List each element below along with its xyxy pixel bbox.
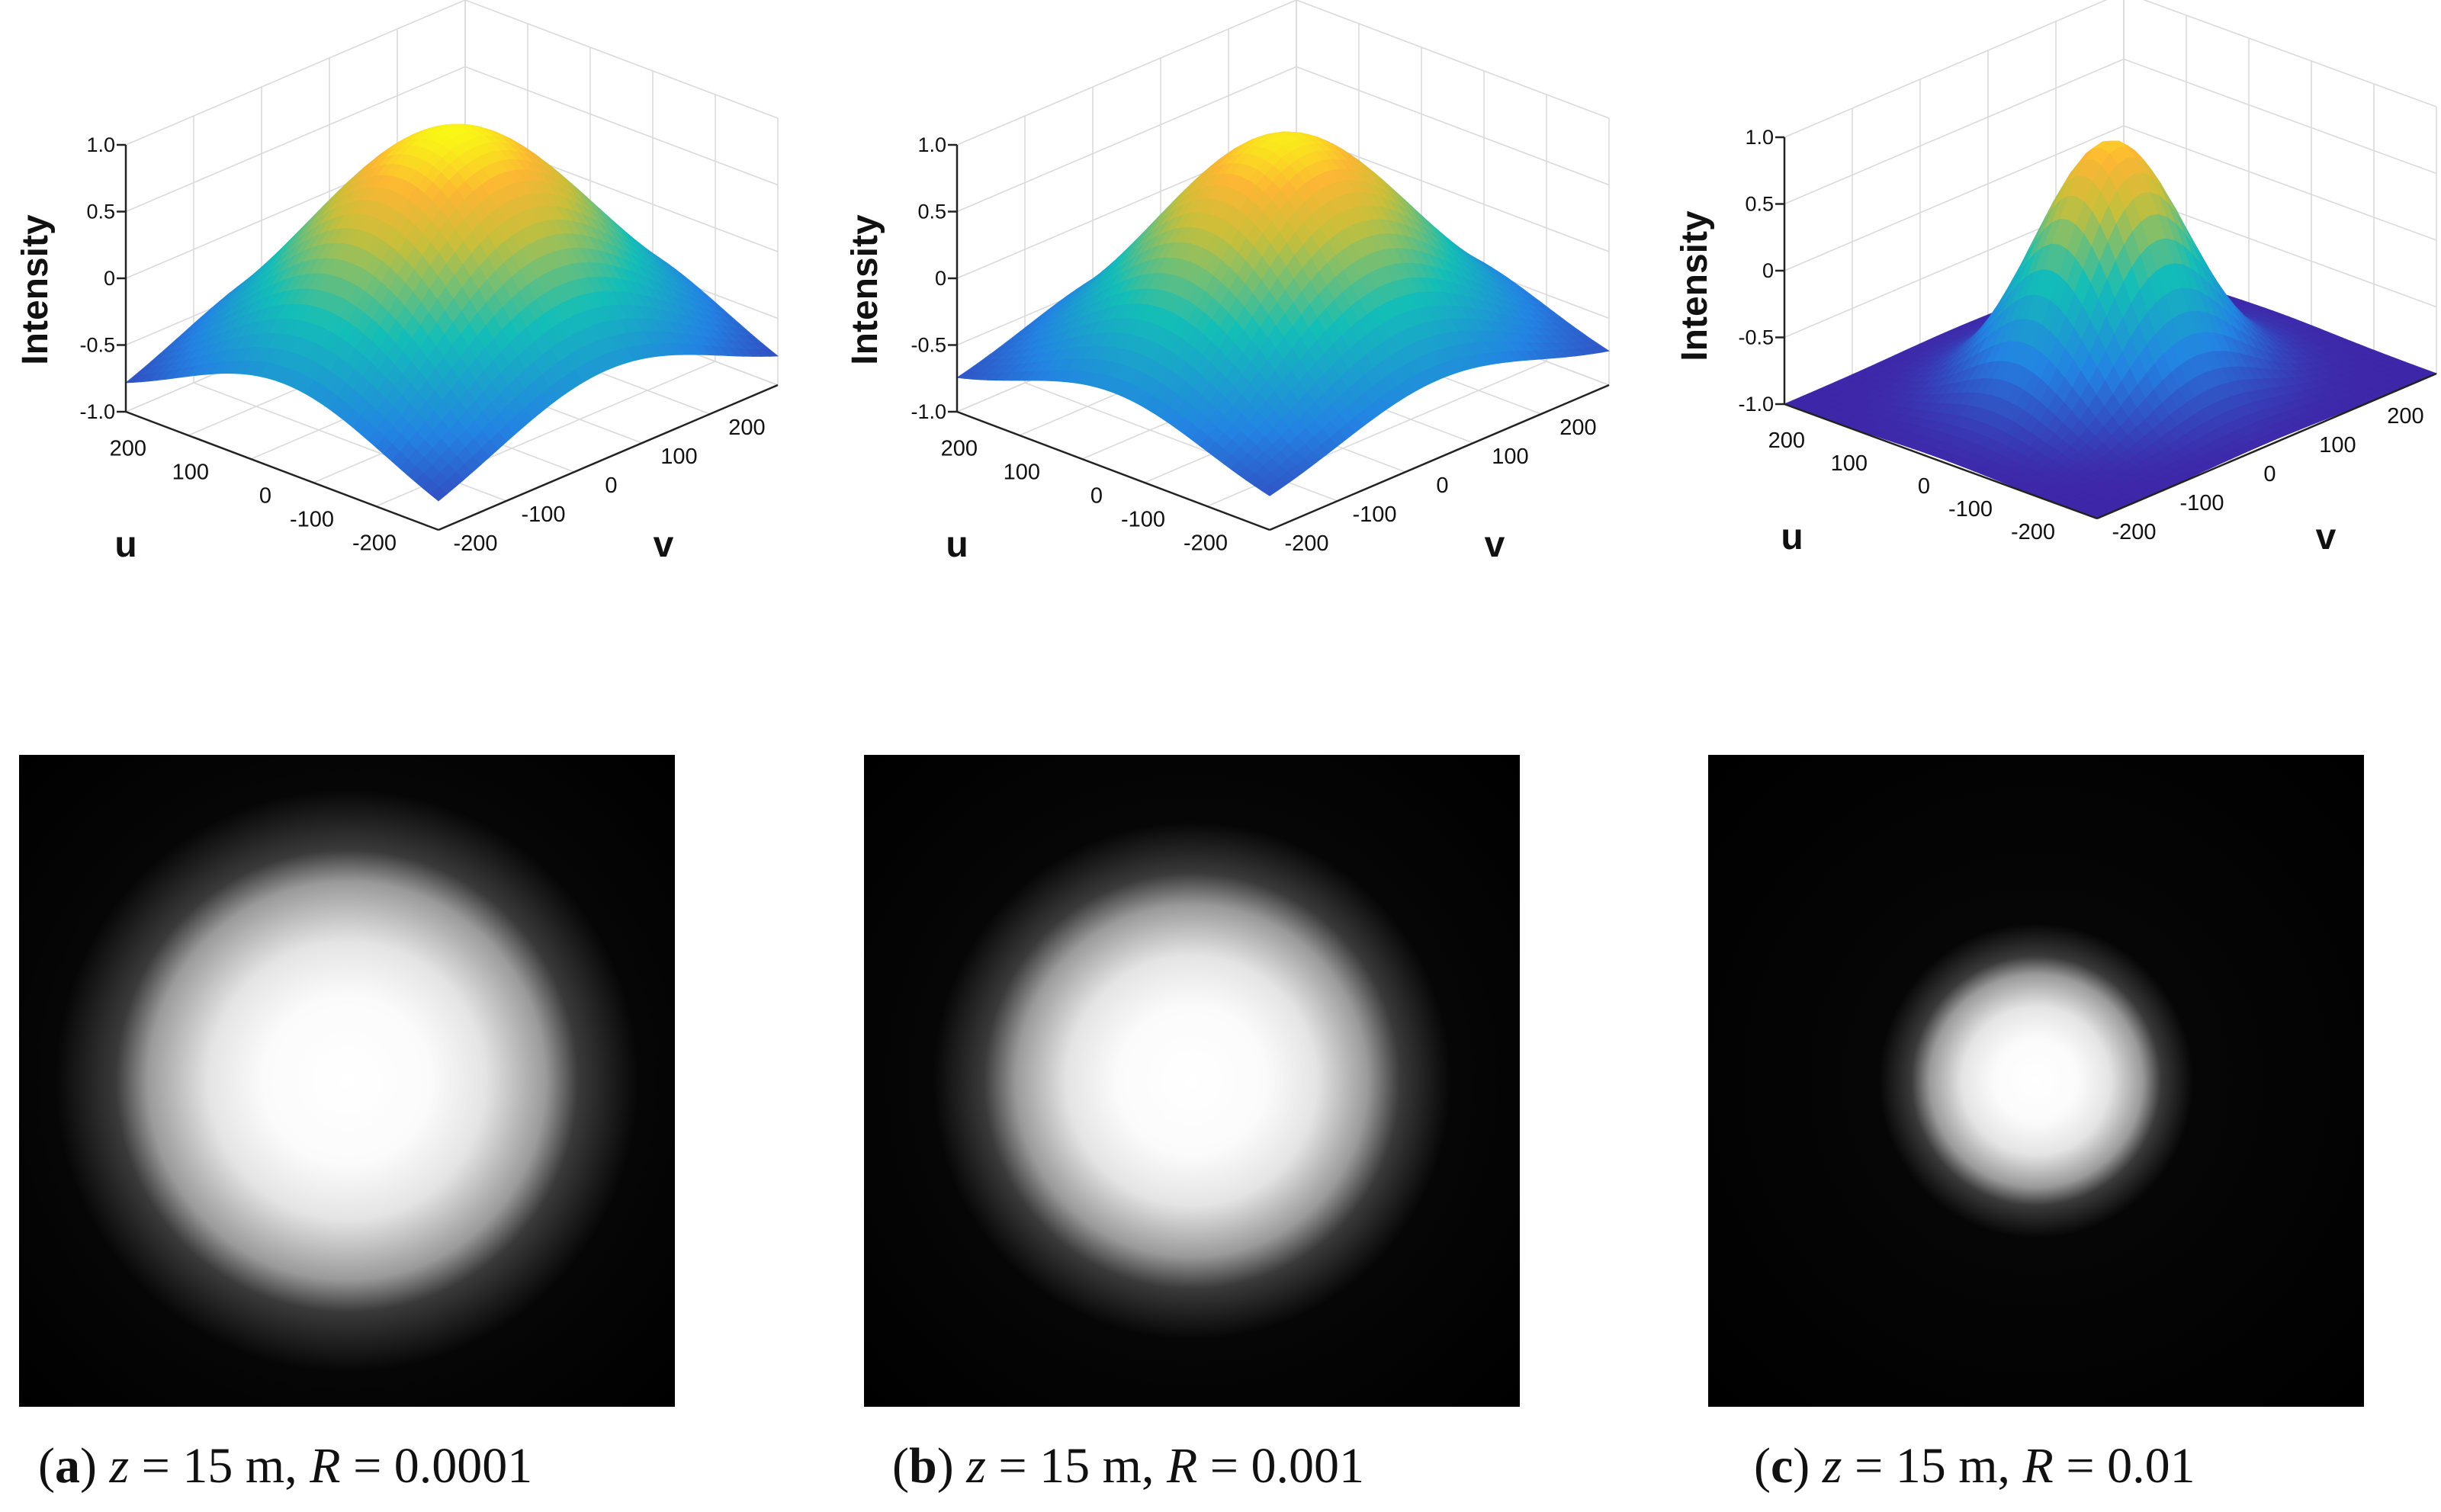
v-axis-line (1269, 384, 1610, 531)
z-axis-label: Intensity (845, 214, 885, 365)
surface-mesh (1783, 140, 2438, 519)
v-axis-label: v (654, 525, 674, 565)
z-tick-label: 0 (935, 267, 946, 290)
z-tick-label: -1.0 (911, 400, 946, 423)
grid-line (125, 0, 779, 146)
u-tick-label: -200 (352, 531, 397, 556)
caption-letter: b (908, 1438, 937, 1494)
u-tick-label: 100 (1004, 461, 1040, 485)
u-axis-line (1784, 403, 2098, 520)
v-tick-label: 0 (2263, 462, 2276, 486)
surface-patch (1261, 484, 1279, 496)
u-tick-label: 100 (172, 461, 209, 485)
z-tick-label: 1.0 (1745, 126, 1774, 149)
grid-line (956, 0, 1610, 146)
u-axis-label: u (114, 525, 137, 565)
z-tick-label: -0.5 (911, 334, 946, 357)
caption-c: (c) z = 15 m, R = 0.01 (1754, 1438, 2195, 1494)
surface-mesh (124, 124, 779, 502)
v-tick-label: -200 (453, 531, 497, 556)
z-tick-label: -0.5 (1738, 326, 1774, 349)
u-tick-label: -100 (1121, 508, 1165, 532)
u-axis-label: u (1781, 517, 1803, 557)
z-tick-label: 1.0 (917, 133, 946, 156)
grid-line (1784, 125, 2437, 271)
u-tick-label: -200 (1184, 531, 1228, 556)
surface-mesh (956, 131, 1611, 496)
v-tick-label: 200 (2387, 404, 2423, 429)
surface-plot-c: 1.0 0.5 0 -0.5 -1.0 200 100 0 -100 -200 -200 -100 0 1… (1675, 0, 2438, 557)
z-tick-label: 0 (104, 267, 115, 290)
surface-plot-a: 1.0 0.5 0 -0.5 -1.0 200 100 0 -100 -200 -200 -100 0 1… (15, 0, 779, 565)
axes: 1.0 0.5 0 -0.5 -1.0 200 100 0 -100 -200 -200 -100 0 1… (79, 133, 779, 556)
v-tick-label: 100 (2319, 433, 2356, 457)
z-tick-label: 0.5 (1745, 193, 1774, 216)
grid-line (1784, 58, 2437, 205)
caption-a: (a) z = 15 m, R = 0.0001 (38, 1438, 533, 1494)
u-tick-label: -100 (290, 508, 334, 532)
u-axis-label: u (946, 525, 968, 565)
z-tick-label: -1.0 (79, 400, 115, 423)
surface-patch (430, 486, 448, 502)
intensity-map-c (1708, 755, 2364, 1407)
intensity-map-b (864, 755, 1520, 1407)
v-axis-label: v (2316, 517, 2337, 557)
axes: 1.0 0.5 0 -0.5 -1.0 200 100 0 -100 -200 -200 -100 0 1… (1738, 126, 2437, 544)
v-axis-label: v (1485, 525, 1505, 565)
z-tick-label: -0.5 (79, 334, 115, 357)
u-tick-label: 200 (941, 437, 978, 461)
v-tick-label: -100 (1352, 502, 1396, 527)
v-tick-label: 100 (1492, 445, 1528, 469)
u-tick-label: 200 (1768, 429, 1805, 453)
z-tick-label: 1.0 (86, 133, 115, 156)
u-axis-line (125, 410, 439, 531)
z-tick-label: 0.5 (86, 201, 115, 223)
v-tick-label: -100 (521, 502, 565, 527)
grid-line (125, 66, 779, 213)
v-tick-label: 0 (1436, 474, 1448, 498)
grid-line (956, 66, 1610, 213)
caption-letter: c (1770, 1438, 1794, 1494)
u-tick-label: 100 (1831, 451, 1868, 476)
caption-letter: a (54, 1438, 80, 1494)
v-tick-label: 200 (728, 416, 765, 440)
surface-plots: 1.0 0.5 0 -0.5 -1.0 200 100 0 -100 -200 -200 -100 0 1… (15, 0, 2438, 565)
u-axis-line (956, 410, 1270, 531)
grid-line (1784, 0, 2437, 138)
u-tick-label: 0 (1090, 484, 1103, 509)
u-tick-label: 0 (259, 484, 271, 509)
z-tick-label: -1.0 (1738, 393, 1774, 416)
intensity-map-a (19, 755, 675, 1407)
u-tick-label: -200 (2011, 520, 2055, 544)
v-tick-label: 200 (1559, 416, 1596, 440)
v-tick-label: 100 (660, 445, 697, 469)
z-tick-label: 0.5 (917, 201, 946, 223)
caption-b: (b) z = 15 m, R = 0.001 (892, 1438, 1365, 1494)
v-tick-label: -100 (2179, 491, 2224, 515)
z-axis-label: Intensity (1675, 210, 1715, 361)
v-tick-label: -200 (2112, 520, 2156, 544)
z-tick-label: 0 (1762, 259, 1774, 282)
axes: 1.0 0.5 0 -0.5 -1.0 200 100 0 -100 -200 -200 -100 0 1… (911, 133, 1610, 556)
u-tick-label: -100 (1948, 497, 1993, 522)
u-tick-label: 0 (1918, 474, 1930, 499)
v-axis-line (438, 384, 779, 531)
surface-plot-b: 1.0 0.5 0 -0.5 -1.0 200 100 0 -100 -200 -200 -100 0 1… (845, 0, 1611, 565)
v-tick-label: -200 (1284, 531, 1328, 556)
z-axis-label: Intensity (15, 214, 56, 365)
v-axis-line (2096, 372, 2437, 520)
v-tick-label: 0 (605, 474, 617, 498)
u-tick-label: 200 (110, 437, 146, 461)
